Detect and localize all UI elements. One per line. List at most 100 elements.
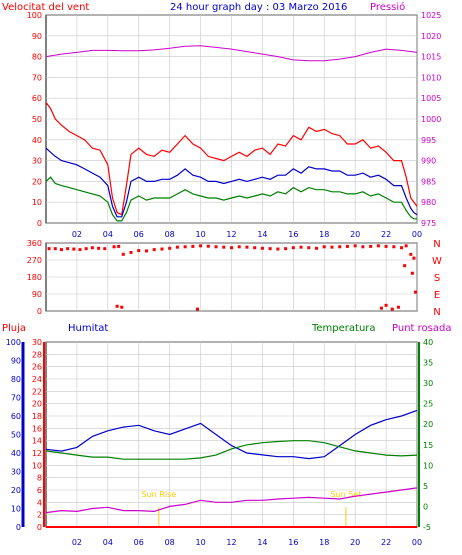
x-tick-label: 18 [319,538,329,547]
x-tick-label: 08 [165,538,175,547]
y-left-tick-label: 70 [32,73,42,82]
humidity-tick-label: 90 [11,357,21,366]
direction-point [137,249,141,253]
direction-point [129,250,133,254]
direction-point [97,246,101,250]
x-tick-label: 06 [134,230,144,239]
direction-point [412,256,416,260]
direction-point [392,245,396,249]
direction-point [66,247,70,251]
humidity-temperature-chart: 0246810121416182022242628300102030405060… [6,338,433,547]
y-left-tick-label: 30 [32,157,42,166]
temperature-tick-label: 15 [423,441,433,450]
direction-point [390,307,394,311]
direction-point [152,248,156,252]
temperature-tick-label: 5 [423,482,428,491]
direction-point [72,247,76,251]
x-tick-label: 12 [226,230,236,239]
direction-point [284,247,288,251]
x-tick-label: 10 [195,230,205,239]
humidity-tick-label: 30 [11,468,21,477]
temperature-line [45,440,418,460]
y-left-tick-label: 360 [27,239,42,248]
humidity-line [45,409,418,460]
rain-tick-label: 18 [32,412,42,421]
direction-point [338,245,342,249]
direction-point [117,244,121,248]
x-tick-label: 00 [412,538,422,547]
direction-point [410,271,414,275]
compass-label: W [432,256,442,267]
y-right-tick-label: 1005 [421,94,441,103]
temperature-tick-label: 25 [423,400,433,409]
y-left-tick-label: 100 [27,11,42,20]
wind-axis-title: Velocitat del vent [2,2,89,13]
rain-tick-label: 30 [32,338,42,347]
temperature-tick-label: 30 [423,379,433,388]
direction-point [245,245,249,249]
direction-point [299,245,303,249]
x-tick-label: 18 [319,230,329,239]
x-tick-label: 04 [103,538,113,547]
direction-point [384,303,388,307]
x-tick-label: 02 [72,230,82,239]
x-tick-label: 00 [412,230,422,239]
rain-axis-title: Pluja [2,323,26,334]
rain-tick-label: 8 [37,474,42,483]
x-tick-label: 10 [195,538,205,547]
direction-point [404,244,408,248]
rain-tick-label: 12 [32,449,42,458]
direction-point [160,247,164,251]
direction-point [214,245,218,249]
direction-point [376,244,380,248]
x-tick-label: 14 [257,538,267,547]
y-right-tick-label: 990 [421,157,436,166]
direction-point [396,305,400,309]
y-left-tick-label: 80 [32,53,42,62]
direction-point [206,244,210,248]
direction-point [230,246,233,250]
sun-marker-label: Sun Set [330,490,361,499]
x-tick-label: 02 [72,538,82,547]
x-tick-label: 14 [257,230,267,239]
compass-label: N [433,239,440,250]
humidity-tick-label: 50 [11,431,21,440]
temperature-tick-label: 40 [423,338,433,347]
humidity-tick-label: 20 [11,486,21,495]
rain-tick-label: 16 [32,424,42,433]
humidity-tick-label: 10 [11,505,21,514]
direction-point [413,290,417,294]
direction-point [168,246,172,250]
direction-point [253,246,257,250]
direction-point [78,248,82,252]
direction-point [307,246,311,250]
y-right-tick-label: 985 [421,177,436,186]
direction-point [330,245,334,249]
dewpoint-line [45,487,418,514]
rain-tick-label: 2 [37,511,42,520]
direction-point [115,304,119,308]
direction-point [195,307,199,311]
direction-point [384,244,388,248]
compass-label: N [433,307,440,318]
y-left-tick-label: 50 [32,115,42,124]
temperature-tick-label: 0 [423,502,428,511]
x-tick-label: 06 [134,538,144,547]
direction-point [237,245,241,249]
direction-point [400,246,404,250]
wind-min-line [45,176,417,222]
humidity-axis-title: Humitat [68,323,108,334]
temperature-tick-label: 20 [423,420,433,429]
dewpoint-axis-title: Punt rosada [392,323,451,334]
wind-avg-line [45,147,418,218]
direction-point [361,245,365,249]
direction-point [345,244,349,248]
rain-tick-label: 24 [32,375,42,384]
direction-point [59,248,63,252]
y-left-tick-label: 10 [32,198,42,207]
rain-tick-label: 10 [32,461,42,470]
direction-point [369,244,373,248]
